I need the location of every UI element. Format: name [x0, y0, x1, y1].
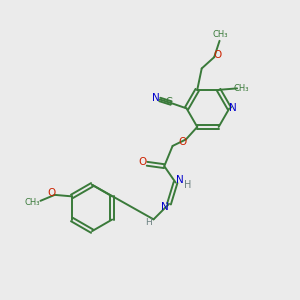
Text: H: H: [145, 218, 152, 227]
Text: CH₃: CH₃: [213, 30, 228, 39]
Text: H: H: [184, 180, 192, 190]
Text: O: O: [179, 137, 187, 147]
Text: N: N: [152, 93, 160, 103]
Text: C: C: [165, 97, 172, 107]
Text: O: O: [214, 50, 222, 60]
Text: N: N: [176, 175, 183, 185]
Text: O: O: [138, 157, 147, 167]
Text: CH₃: CH₃: [234, 84, 249, 93]
Text: CH₃: CH₃: [24, 198, 40, 207]
Text: N: N: [229, 103, 237, 113]
Text: N: N: [161, 202, 169, 212]
Text: O: O: [47, 188, 55, 197]
